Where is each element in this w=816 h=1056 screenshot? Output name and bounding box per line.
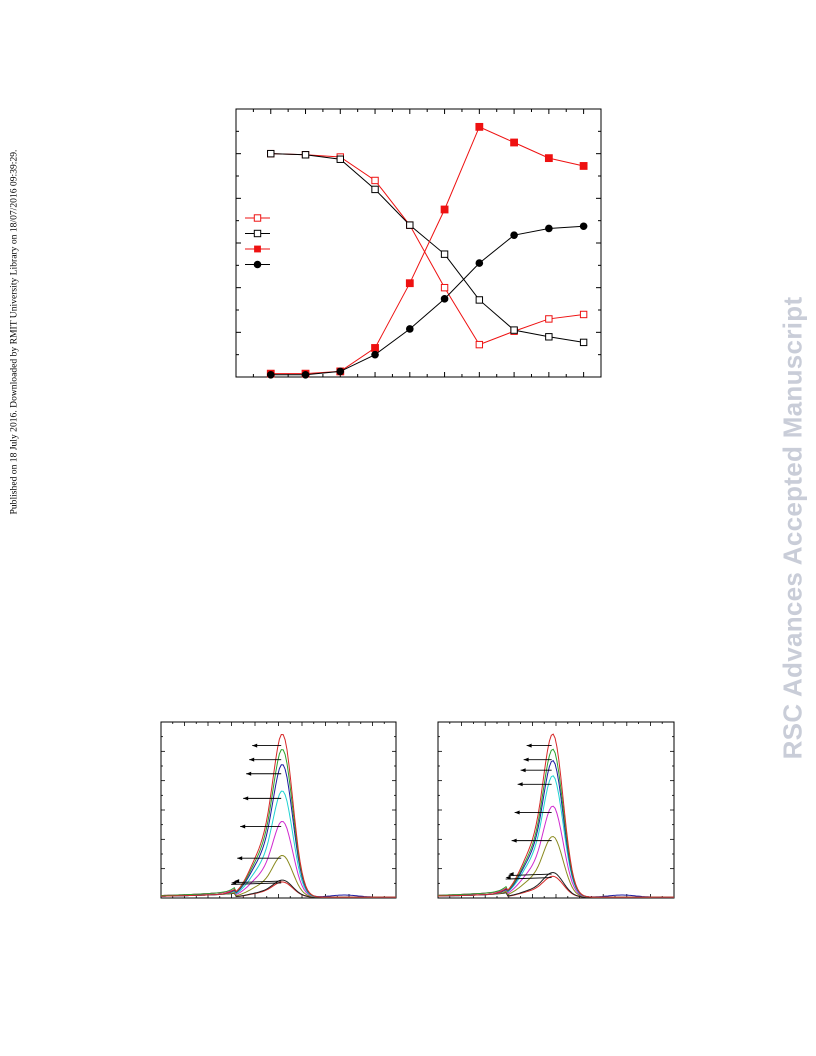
spectrum-series-3 xyxy=(438,805,674,898)
data-point xyxy=(267,149,275,158)
legend-marker-1 xyxy=(253,229,262,238)
spectrum-series-2 xyxy=(161,854,396,898)
arrow-head xyxy=(249,757,255,762)
spectrum-series-5 xyxy=(161,764,396,898)
annotation-arrow xyxy=(508,873,552,877)
data-point xyxy=(336,367,345,376)
series-line-2 xyxy=(270,126,584,375)
data-point xyxy=(475,296,484,304)
data-point xyxy=(440,205,449,214)
arrow-head xyxy=(505,875,511,880)
data-point xyxy=(475,122,484,131)
spectrum-series-2 xyxy=(438,835,674,898)
data-point xyxy=(266,370,275,379)
arrow-head xyxy=(523,757,529,762)
series-line-3 xyxy=(270,225,584,376)
spectrum-series-4 xyxy=(438,775,674,898)
data-point xyxy=(545,224,553,233)
data-point xyxy=(579,310,588,319)
data-point xyxy=(475,259,484,267)
data-point xyxy=(545,315,553,323)
annotation-arrow xyxy=(505,877,552,880)
arrow-head xyxy=(526,743,532,748)
data-point xyxy=(371,185,379,194)
data-point xyxy=(510,326,518,334)
data-point xyxy=(579,162,588,170)
legend-marker-0 xyxy=(253,214,262,222)
data-point xyxy=(545,333,553,341)
arrow-head xyxy=(252,743,258,748)
data-point xyxy=(406,221,414,229)
data-point xyxy=(510,138,518,147)
spectrum-series-7 xyxy=(161,733,396,898)
data-point xyxy=(371,344,379,352)
arrow-head xyxy=(234,879,240,884)
arrow-head xyxy=(508,872,514,877)
arrow-head xyxy=(246,771,252,776)
arrow-head xyxy=(517,782,523,787)
arrow-head xyxy=(237,856,243,861)
legend-marker-3 xyxy=(253,260,262,269)
data-point xyxy=(579,222,588,231)
series-line-1 xyxy=(270,153,584,343)
data-point xyxy=(440,295,449,303)
spectrum-series-6 xyxy=(438,748,674,898)
data-point xyxy=(440,283,449,292)
spectrum-series-7 xyxy=(438,733,674,898)
legend-marker-2 xyxy=(254,245,261,253)
data-point xyxy=(336,155,344,163)
data-point xyxy=(406,325,414,333)
arrow-head xyxy=(520,768,526,773)
arrow-head xyxy=(240,824,246,829)
data-point xyxy=(475,340,484,349)
spectra-frame xyxy=(160,721,397,899)
data-point xyxy=(301,151,310,159)
data-point xyxy=(544,154,553,163)
data-point xyxy=(579,338,588,347)
arrow-head xyxy=(514,810,520,815)
data-point xyxy=(301,370,310,379)
data-point xyxy=(371,176,379,185)
data-point xyxy=(510,231,518,239)
data-point xyxy=(440,250,449,258)
annotation-arrow xyxy=(231,882,282,885)
arrow-head xyxy=(511,838,517,843)
annotation-arrow xyxy=(234,880,282,884)
spectrum-series-3 xyxy=(161,820,396,898)
arrow-head xyxy=(243,796,249,801)
arrow-head xyxy=(231,880,237,885)
series-line-0 xyxy=(270,153,584,346)
data-point xyxy=(405,279,414,288)
data-point xyxy=(371,350,379,359)
